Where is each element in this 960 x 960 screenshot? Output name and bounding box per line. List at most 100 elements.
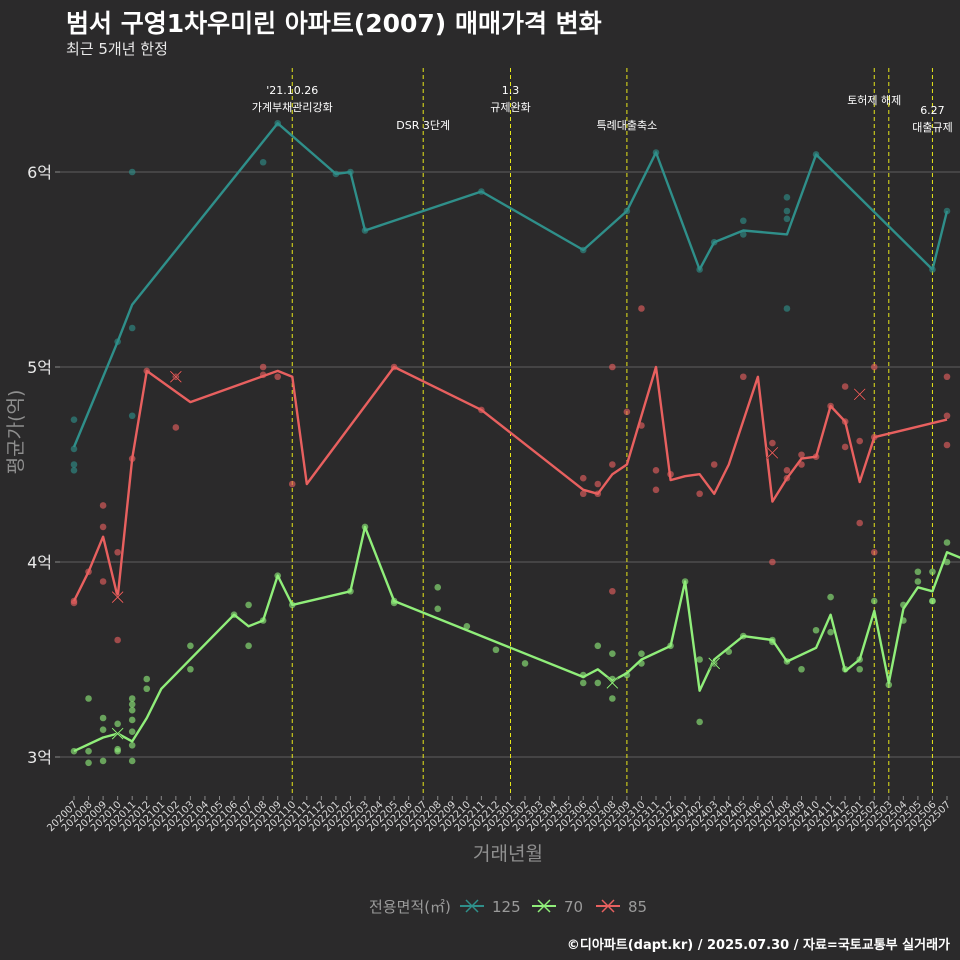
cross-stroke [111,727,124,740]
data-point [870,363,878,371]
cancelled-marker [606,676,619,689]
data-point [99,757,107,765]
data-point [783,207,791,215]
data-point [187,642,194,650]
data-point [638,305,645,312]
data-point [856,665,863,673]
data-point [609,695,616,702]
data-point [259,363,267,371]
data-point [929,568,936,576]
event-label: 규제완화 [490,101,530,114]
legend-label: 70 [564,898,583,916]
data-point [623,408,631,416]
data-point [929,597,936,605]
data-point [70,416,78,423]
data-point [783,467,791,474]
data-point [70,461,78,468]
data-point [128,716,136,724]
data-point [652,467,660,474]
data-point [740,373,747,381]
legend-key-cross [537,899,551,913]
cross-stroke [169,370,182,383]
data-point [187,665,194,673]
data-point [85,695,92,702]
data-point [769,558,776,566]
data-point [463,623,471,630]
series-line [72,365,948,602]
data-point [594,642,602,650]
data-point [841,383,849,390]
data-point [245,642,252,650]
data-point [99,726,107,733]
data-point [798,461,805,468]
data-point [856,437,863,445]
data-point [579,679,587,687]
data-point [70,467,78,474]
data-point [128,706,136,714]
series-line [72,122,949,448]
cancelled-marker [853,388,866,401]
data-point [943,441,951,449]
data-point [827,593,834,601]
data-point [245,601,252,609]
data-point [812,626,820,634]
data-point [85,747,92,755]
data-point [128,757,136,765]
data-point [128,701,136,708]
data-point [99,714,107,722]
data-point [128,695,136,702]
data-point [143,675,151,683]
cross-stroke [111,591,124,603]
event-label: 6.27 [920,104,945,117]
data-point [434,584,442,591]
legend-title: 전용면적(㎡) [369,898,451,916]
legend: 전용면적(㎡) 125 70 85 [369,898,647,916]
y-axis-ticks: 3억 4억 5억 6억 [27,163,60,767]
data-point [114,636,121,644]
data-point [114,548,121,556]
data-point [696,490,703,498]
cross-stroke [853,388,866,401]
data-point [492,646,500,654]
data-point [827,628,834,636]
data-point [85,759,92,767]
data-point [579,474,587,482]
data-point [259,158,267,166]
event-label: 대출규제 [912,121,952,134]
data-point [609,587,616,595]
data-point [128,728,136,735]
y-tick-label: 5억 [27,358,52,377]
data-point [870,548,878,556]
series-85 [70,305,951,644]
event-label: 1.3 [502,84,520,97]
data-point [710,461,718,468]
data-point [609,650,616,657]
data-point [172,424,180,431]
data-point [798,665,805,673]
data-point [128,168,136,176]
source-caption: ©디아파트(dapt.kr) / 2025.07.30 / 자료=국토교통부 실… [566,938,950,953]
data-point [99,523,107,531]
data-point [696,656,703,663]
data-point [99,578,107,585]
data-point [70,445,78,453]
y-tick-label: 6억 [27,163,52,182]
data-point [143,685,151,693]
series-125 [70,119,951,474]
data-point [943,373,951,381]
legend-key-cross [601,899,615,913]
data-point [609,363,616,371]
event-label: 특례대출축소 [597,119,658,132]
data-point [914,578,922,585]
y-axis-title: 평균가(억) [5,390,27,475]
data-point [870,597,878,605]
cancelled-marker [766,446,779,459]
data-point [783,305,791,312]
y-tick-label: 3억 [27,748,52,767]
x-axis-title: 거래년월 [473,843,543,865]
cross-stroke [708,657,721,670]
x-axis-ticks: 2020072020082020092020102020112020122021… [45,796,953,834]
legend-label: 85 [628,898,647,916]
data-point [434,605,442,613]
